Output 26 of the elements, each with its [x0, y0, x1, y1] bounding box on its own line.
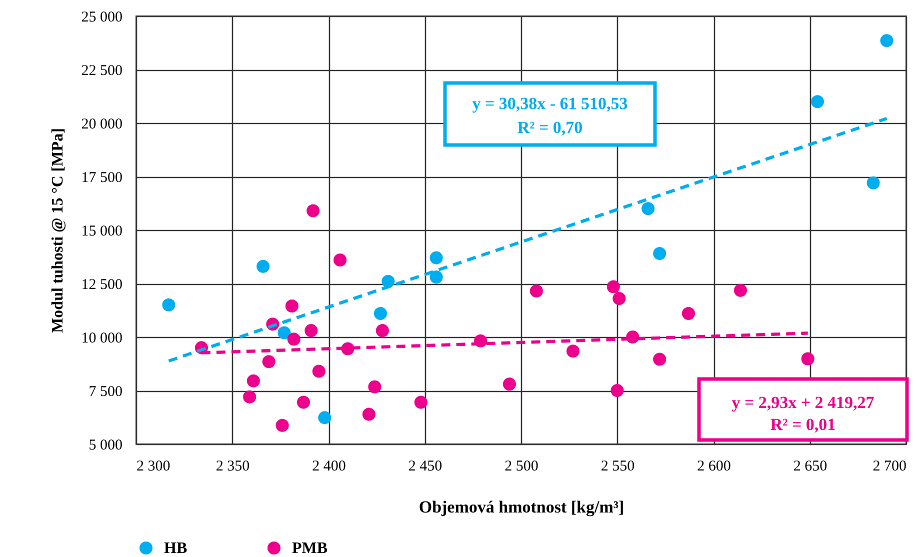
- annotation: R² = 0,01: [770, 415, 836, 434]
- y-tick-label: 10 000: [81, 330, 122, 346]
- y-tick-label: 25 000: [81, 10, 122, 26]
- y-tick-label: 20 000: [81, 116, 122, 132]
- x-tick-label: 2 650: [793, 458, 828, 474]
- x-tick-label: 2 600: [697, 458, 731, 474]
- y-tick-label: 7 500: [88, 384, 122, 400]
- y-tick-label: 17 500: [81, 170, 122, 186]
- y-tick-label: 5 000: [88, 438, 122, 454]
- legend-label: PMB: [292, 540, 328, 557]
- legend-label: HB: [164, 540, 188, 557]
- y-tick-label: 22 500: [81, 63, 122, 79]
- x-tick-label: 2 700: [872, 458, 906, 474]
- annotation: y = 2,93x + 2 419,27: [732, 393, 875, 412]
- y-tick-label: 12 500: [81, 277, 122, 293]
- x-tick-label: 2 400: [312, 458, 346, 474]
- y-axis-title: Modul tuhosti @ 15 °C [MPa]: [49, 128, 66, 333]
- annotation: R² = 0,70: [517, 118, 583, 137]
- x-tick-label: 2 450: [408, 458, 442, 474]
- x-tick-label: 2 300: [136, 458, 170, 474]
- x-tick-label: 2 350: [216, 458, 250, 474]
- annotation: y = 30,38x - 61 510,53: [472, 94, 628, 113]
- x-tick-label: 2 550: [600, 458, 635, 474]
- x-axis-title: Objemová hmotnost [kg/m³]: [418, 498, 624, 516]
- x-tick-label: 2 500: [504, 458, 538, 474]
- y-tick-label: 15 000: [81, 224, 122, 240]
